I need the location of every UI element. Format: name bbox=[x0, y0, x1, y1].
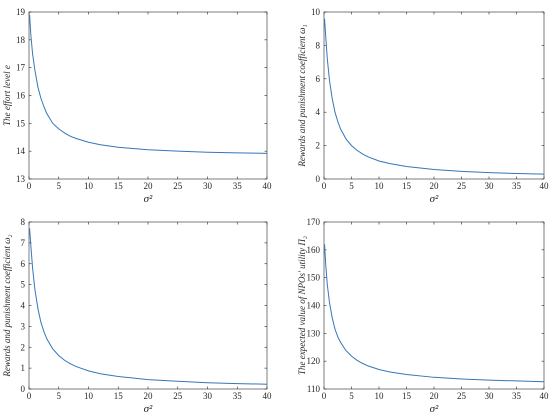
x-tick-label: 25 bbox=[173, 181, 183, 191]
chart-panel-1: 0 5 10 15 20 25 30 35 40 13 14 15 16 17 18 19 σ² The effo… bbox=[2, 7, 272, 205]
y-tick-label: 8 bbox=[316, 40, 321, 50]
y-tick-label: 14 bbox=[16, 146, 26, 156]
y-tick-label: 19 bbox=[16, 7, 26, 17]
y-tick-label: 7 bbox=[21, 238, 26, 248]
x-tick-label: 40 bbox=[263, 181, 273, 191]
x-tick-label: 10 bbox=[84, 391, 94, 401]
x-tick-label: 15 bbox=[402, 391, 412, 401]
x-tick-label: 15 bbox=[114, 391, 124, 401]
x-tick-label: 10 bbox=[84, 181, 94, 191]
series-line-1 bbox=[324, 18, 545, 175]
x-tick-label: 20 bbox=[430, 391, 440, 401]
y-tick-label: 110 bbox=[307, 384, 321, 394]
x-tick-label: 20 bbox=[144, 181, 154, 191]
x-tick-label: 25 bbox=[457, 181, 467, 191]
plot-frame bbox=[323, 11, 545, 180]
x-axis-label: σ² bbox=[144, 403, 153, 415]
plot-frame bbox=[323, 221, 545, 390]
y-tick-label: 17 bbox=[16, 63, 26, 73]
x-tick-label: 40 bbox=[540, 391, 550, 401]
y-tick-label: 5 bbox=[21, 280, 26, 290]
y-tick-label: 6 bbox=[316, 74, 321, 84]
y-tick-label: 18 bbox=[16, 35, 26, 45]
y-tick-label: 0 bbox=[316, 174, 321, 184]
y-tick-label: 4 bbox=[21, 301, 26, 311]
y-tick-label: 3 bbox=[21, 321, 26, 331]
x-tick-label: 0 bbox=[27, 391, 32, 401]
x-tick-label: 0 bbox=[322, 181, 327, 191]
series-line-1 bbox=[29, 228, 268, 385]
x-tick-label: 0 bbox=[322, 391, 327, 401]
x-tick-label: 5 bbox=[349, 181, 354, 191]
x-tick-label: 15 bbox=[402, 181, 412, 191]
y-axis-label: Rewards and punishment coefficient ω₁ bbox=[297, 24, 307, 167]
y-tick-label: 13 bbox=[16, 174, 26, 184]
x-tick-label: 15 bbox=[114, 181, 124, 191]
y-tick-label: 16 bbox=[16, 91, 26, 101]
x-tick-label: 5 bbox=[349, 391, 354, 401]
y-axis-label: The effort level e bbox=[2, 65, 12, 126]
x-tick-label: 30 bbox=[485, 391, 495, 401]
y-tick-label: 4 bbox=[316, 107, 321, 117]
y-tick-label: 130 bbox=[307, 328, 321, 338]
x-axis-label: σ² bbox=[144, 193, 153, 205]
series-line-1 bbox=[324, 244, 545, 383]
x-axis-label: σ² bbox=[430, 193, 439, 205]
x-tick-label: 10 bbox=[375, 181, 385, 191]
x-tick-label: 35 bbox=[512, 391, 522, 401]
x-tick-label: 35 bbox=[512, 181, 522, 191]
y-tick-label: 170 bbox=[307, 217, 321, 227]
y-tick-label: 8 bbox=[21, 217, 26, 227]
x-tick-label: 30 bbox=[485, 181, 495, 191]
x-tick-label: 35 bbox=[233, 181, 243, 191]
y-tick-label: 15 bbox=[16, 118, 26, 128]
x-tick-label: 40 bbox=[263, 391, 273, 401]
y-tick-label: 140 bbox=[307, 301, 321, 311]
plot-frame bbox=[28, 11, 268, 180]
chart-panel-4: 0 5 10 15 20 25 30 35 40 110 120 130 140 150 160 170 σ² T… bbox=[297, 217, 549, 415]
x-tick-label: 5 bbox=[57, 391, 62, 401]
x-tick-label: 20 bbox=[144, 391, 154, 401]
series-line-1 bbox=[29, 14, 268, 154]
x-axis-label: σ² bbox=[430, 403, 439, 415]
y-tick-label: 150 bbox=[307, 273, 321, 283]
x-tick-label: 30 bbox=[203, 391, 213, 401]
y-tick-label: 1 bbox=[21, 363, 26, 373]
y-tick-label: 160 bbox=[307, 245, 321, 255]
y-tick-label: 10 bbox=[311, 7, 321, 17]
x-tick-label: 35 bbox=[233, 391, 243, 401]
y-tick-label: 6 bbox=[21, 259, 26, 269]
x-tick-label: 0 bbox=[27, 181, 32, 191]
x-tick-label: 5 bbox=[57, 181, 62, 191]
x-tick-label: 25 bbox=[457, 391, 467, 401]
x-tick-label: 10 bbox=[375, 391, 385, 401]
x-tick-label: 30 bbox=[203, 181, 213, 191]
x-tick-label: 25 bbox=[173, 391, 183, 401]
y-tick-label: 0 bbox=[21, 384, 26, 394]
y-tick-label: 120 bbox=[307, 356, 321, 366]
y-tick-label: 2 bbox=[21, 342, 26, 352]
x-tick-label: 40 bbox=[540, 181, 550, 191]
chart-panel-2: 0 5 10 15 20 25 30 35 40 0 2 4 6 8 10 σ² Rewards and pun… bbox=[297, 7, 549, 205]
x-tick-label: 20 bbox=[430, 181, 440, 191]
y-tick-label: 2 bbox=[316, 141, 321, 151]
y-axis-label: Rewards and punishment coefficient ω₂ bbox=[2, 234, 12, 377]
plot-frame bbox=[28, 221, 268, 390]
chart-panel-3: 0 5 10 15 20 25 30 35 40 0 1 2 3 4 5 6 7 8 σ² Rewards and p… bbox=[2, 217, 272, 415]
y-axis-label: The expected value of NPOs' utility Π₂ bbox=[297, 236, 307, 375]
